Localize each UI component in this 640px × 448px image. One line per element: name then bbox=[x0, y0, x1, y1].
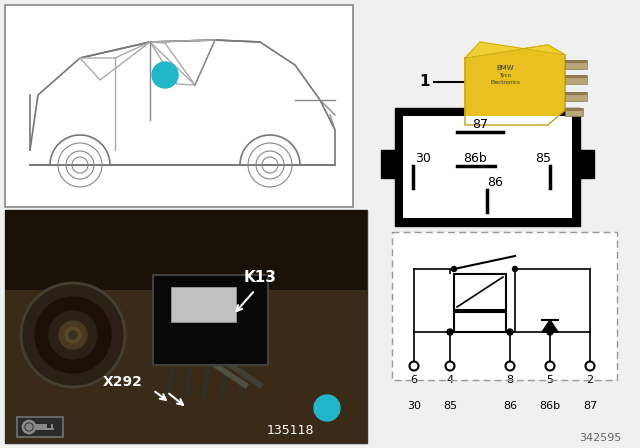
Bar bbox=[565, 92, 587, 101]
Bar bbox=[454, 274, 506, 310]
Bar bbox=[565, 60, 587, 63]
Text: 85: 85 bbox=[535, 151, 551, 164]
Circle shape bbox=[152, 62, 178, 88]
Text: 2: 2 bbox=[586, 375, 593, 385]
Circle shape bbox=[451, 267, 456, 271]
Polygon shape bbox=[465, 42, 565, 58]
Bar bbox=[565, 60, 587, 69]
Text: 4: 4 bbox=[447, 375, 454, 385]
Circle shape bbox=[26, 424, 32, 430]
Text: 6: 6 bbox=[410, 375, 417, 385]
Text: 86: 86 bbox=[487, 177, 503, 190]
Bar bbox=[403, 116, 572, 218]
Bar bbox=[47, 424, 51, 428]
Bar bbox=[565, 108, 583, 116]
Text: 30: 30 bbox=[407, 401, 421, 411]
Bar bbox=[171, 287, 236, 322]
Bar bbox=[395, 108, 580, 226]
Bar bbox=[454, 312, 506, 332]
Bar bbox=[565, 108, 583, 111]
Bar bbox=[565, 75, 587, 78]
Text: 5: 5 bbox=[547, 375, 554, 385]
Bar bbox=[392, 232, 617, 380]
Bar bbox=[565, 75, 587, 84]
Circle shape bbox=[59, 321, 87, 349]
Text: Electronics: Electronics bbox=[490, 81, 520, 86]
Polygon shape bbox=[465, 45, 565, 125]
Circle shape bbox=[65, 327, 81, 343]
Circle shape bbox=[314, 395, 340, 421]
Bar bbox=[34, 424, 54, 430]
Text: 1: 1 bbox=[323, 401, 332, 414]
Bar bbox=[565, 92, 587, 95]
Text: 342595: 342595 bbox=[579, 433, 621, 443]
Bar bbox=[579, 150, 594, 178]
Text: 86b: 86b bbox=[540, 401, 561, 411]
Circle shape bbox=[21, 283, 125, 387]
Bar bbox=[5, 290, 367, 443]
Circle shape bbox=[49, 311, 97, 359]
Bar bbox=[153, 275, 268, 365]
Text: 86b: 86b bbox=[463, 151, 487, 164]
Circle shape bbox=[35, 297, 111, 373]
Text: 87: 87 bbox=[472, 117, 488, 130]
Circle shape bbox=[447, 329, 453, 335]
Text: 1: 1 bbox=[161, 69, 170, 82]
Text: 87: 87 bbox=[583, 401, 597, 411]
Bar bbox=[5, 210, 367, 290]
Text: Tyco: Tyco bbox=[499, 73, 511, 78]
Bar bbox=[17, 417, 63, 437]
Circle shape bbox=[513, 267, 518, 271]
Text: 1: 1 bbox=[420, 74, 430, 90]
Circle shape bbox=[507, 329, 513, 335]
Bar bbox=[5, 210, 367, 443]
Text: 8: 8 bbox=[506, 375, 513, 385]
Text: X292: X292 bbox=[103, 375, 143, 389]
Text: BMW: BMW bbox=[496, 65, 514, 71]
Text: K13: K13 bbox=[244, 271, 276, 285]
Polygon shape bbox=[542, 320, 558, 332]
Bar bbox=[5, 5, 353, 207]
Bar bbox=[53, 424, 57, 428]
Text: 30: 30 bbox=[415, 151, 431, 164]
Text: 135118: 135118 bbox=[266, 423, 314, 436]
Bar bbox=[392, 232, 617, 380]
Circle shape bbox=[69, 331, 77, 339]
Bar bbox=[381, 150, 396, 178]
Text: 85: 85 bbox=[443, 401, 457, 411]
Text: 86: 86 bbox=[503, 401, 517, 411]
Circle shape bbox=[547, 329, 553, 335]
